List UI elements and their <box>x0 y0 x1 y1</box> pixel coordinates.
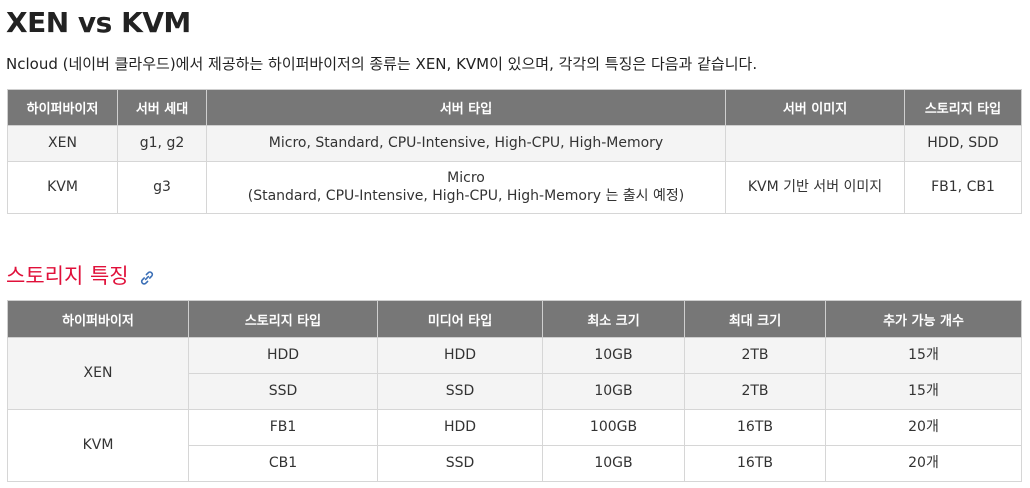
table-row: KVM g3 Micro (Standard, CPU-Intensive, H… <box>7 161 1022 214</box>
intro-text: Ncloud (네이버 클라우드)에서 제공하는 하이퍼바이저의 종류는 XEN… <box>6 55 758 73</box>
server-image-cell <box>725 125 905 162</box>
column-header: 미디어 타입 <box>377 300 543 338</box>
storage-type-cell: CB1 <box>188 445 378 482</box>
hypervisor-cell: KVM <box>7 161 118 214</box>
media-type-cell: SSD <box>377 373 543 410</box>
table-header-row: 하이퍼바이저 서버 세대 서버 타입 서버 이미지 스토리지 타입 <box>7 89 1022 126</box>
generation-cell: g3 <box>117 161 207 214</box>
storage-type-cell: FB1, CB1 <box>904 161 1022 214</box>
hypervisor-comparison-table: 하이퍼바이저 서버 세대 서버 타입 서버 이미지 스토리지 타입 XEN g1… <box>7 89 1022 214</box>
table-row: XEN g1, g2 Micro, Standard, CPU-Intensiv… <box>7 125 1022 162</box>
min-size-cell: 10GB <box>542 373 685 410</box>
table-row: SSD SSD 10GB 2TB 15개 <box>8 373 1022 410</box>
table-row: CB1 SSD 10GB 16TB 20개 <box>8 445 1022 482</box>
column-header: 서버 세대 <box>117 89 207 126</box>
max-count-cell: 15개 <box>825 337 1022 374</box>
server-type-cell: Micro, Standard, CPU-Intensive, High-CPU… <box>206 125 726 162</box>
storage-type-cell: HDD, SDD <box>904 125 1022 162</box>
max-size-cell: 16TB <box>684 409 826 446</box>
server-type-line: Micro <box>447 170 485 186</box>
column-header: 최대 크기 <box>684 300 826 338</box>
column-header: 스토리지 타입 <box>188 300 378 338</box>
max-size-cell: 2TB <box>684 373 826 410</box>
hypervisor-cell: XEN <box>7 337 189 410</box>
column-header: 서버 이미지 <box>725 89 905 126</box>
column-header: 스토리지 타입 <box>904 89 1022 126</box>
table-row: XEN HDD HDD 10GB 2TB 15개 <box>7 337 1022 410</box>
media-type-cell: HDD <box>377 337 543 374</box>
storage-type-cell: FB1 <box>188 409 378 446</box>
max-count-cell: 20개 <box>825 445 1022 482</box>
storage-type-cell: SSD <box>188 373 378 410</box>
link-icon[interactable] <box>139 267 155 285</box>
max-count-cell: 20개 <box>825 409 1022 446</box>
media-type-cell: HDD <box>377 409 543 446</box>
table-header-row: 하이퍼바이저 스토리지 타입 미디어 타입 최소 크기 최대 크기 추가 가능 … <box>7 300 1022 338</box>
generation-cell: g1, g2 <box>117 125 207 162</box>
media-type-cell: SSD <box>377 445 543 482</box>
server-image-cell: KVM 기반 서버 이미지 <box>725 161 905 214</box>
column-header: 하이퍼바이저 <box>7 300 189 338</box>
min-size-cell: 100GB <box>542 409 685 446</box>
min-size-cell: 10GB <box>542 337 685 374</box>
max-size-cell: 16TB <box>684 445 826 482</box>
section-heading: 스토리지 특징 <box>6 260 155 290</box>
column-header: 하이퍼바이저 <box>7 89 118 126</box>
storage-features-table: 하이퍼바이저 스토리지 타입 미디어 타입 최소 크기 최대 크기 추가 가능 … <box>7 300 1022 482</box>
table-row: KVM FB1 HDD 100GB 16TB 20개 <box>7 409 1022 482</box>
server-type-note: (Standard, CPU-Intensive, High-CPU, High… <box>247 187 685 204</box>
column-header: 서버 타입 <box>206 89 726 126</box>
min-size-cell: 10GB <box>542 445 685 482</box>
page-title: XEN vs KVM <box>6 6 191 39</box>
storage-type-cell: HDD <box>188 337 378 374</box>
column-header: 최소 크기 <box>542 300 685 338</box>
server-type-cell: Micro (Standard, CPU-Intensive, High-CPU… <box>206 161 726 214</box>
max-size-cell: 2TB <box>684 337 826 374</box>
hypervisor-cell: KVM <box>7 409 189 482</box>
hypervisor-cell: XEN <box>7 125 118 162</box>
section-heading-text: 스토리지 특징 <box>6 264 129 288</box>
column-header: 추가 가능 개수 <box>825 300 1022 338</box>
max-count-cell: 15개 <box>825 373 1022 410</box>
server-type-line: Micro, Standard, CPU-Intensive, High-CPU… <box>268 134 664 151</box>
